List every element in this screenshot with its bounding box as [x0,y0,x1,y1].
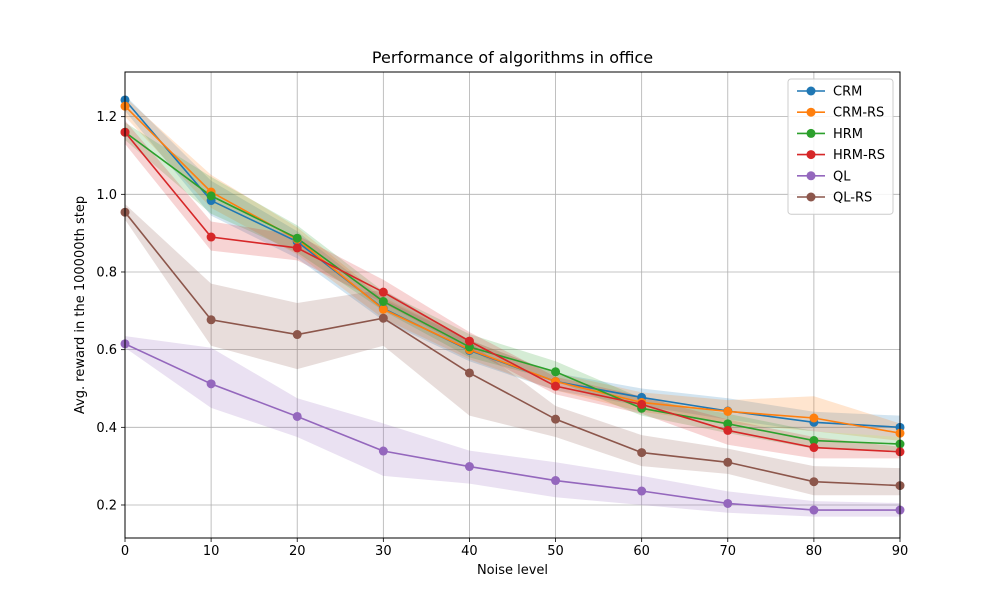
point-hrm-rs [809,443,819,453]
legend-label: CRM-RS [833,106,884,121]
x-tick-label: 40 [461,544,478,559]
legend-marker [806,128,816,138]
point-crm-rs [809,413,819,423]
x-tick-label: 0 [121,544,129,559]
confidence-bands [125,95,900,517]
point-hrm [206,191,216,201]
point-ql-rs [378,313,388,323]
y-tick-label: 0.8 [96,265,117,280]
point-ql [551,476,561,486]
legend-label: CRM [833,85,862,100]
point-hrm-rs [551,381,561,391]
legend-label: HRM-RS [833,148,885,163]
point-hrm-rs [637,399,647,409]
legend-marker [806,86,816,96]
band-crm-rs [125,97,900,441]
axes-frame [124,71,901,539]
x-tick-label: 70 [720,544,737,559]
line-ql-rs [124,211,901,487]
legend: CRM CRM-RS HRM HRM-RS QL QL-RS [787,78,894,215]
y-tick-label: 1.0 [96,188,117,203]
point-ql-rs [206,315,216,325]
x-tick-label: 10 [203,544,220,559]
line-ql [124,343,900,511]
point-ql-rs [292,330,302,340]
x-tick-label: 20 [289,544,306,559]
point-hrm-rs [464,336,474,346]
legend-marker [806,171,816,181]
x-tick-label: 50 [547,544,564,559]
x-tick-label: 60 [633,544,650,559]
y-axis-ticks: 0.2 0.4 0.6 0.8 1.0 1.2 [96,110,125,513]
point-ql [637,486,647,496]
line-hrm-rs [124,131,901,453]
point-ql [809,505,819,515]
legend-label: QL-RS [833,191,872,206]
point-ql [723,498,733,508]
point-ql [206,379,216,389]
point-hrm [809,436,819,446]
legend-label: HRM [833,127,863,142]
x-tick-label: 80 [806,544,823,559]
point-ql [292,411,302,421]
point-ql [464,462,474,472]
y-tick-label: 0.2 [96,498,117,513]
point-hrm-rs [206,232,216,242]
point-hrm [551,367,561,377]
point-ql-rs [723,457,733,467]
point-ql [378,446,388,456]
legend-label: QL [833,169,851,184]
point-hrm-rs [292,243,302,253]
y-tick-label: 1.2 [96,110,117,125]
point-ql-rs [809,477,819,487]
series-markers [120,95,905,515]
x-axis-ticks: 0 10 20 30 40 50 60 70 80 90 [121,538,908,559]
point-hrm-rs [378,287,388,297]
line-hrm [124,131,901,445]
x-axis-label: Noise level [477,563,548,578]
point-hrm [723,419,733,429]
point-hrm [378,297,388,307]
x-tick-label: 30 [375,544,392,559]
point-hrm [292,233,302,243]
x-tick-label: 90 [892,544,909,559]
band-crm [125,95,900,438]
point-hrm-rs [723,425,733,435]
point-ql-rs [464,368,474,378]
legend-marker [806,192,816,202]
y-tick-label: 0.4 [96,421,117,436]
point-ql-rs [551,414,561,424]
legend-marker [806,150,816,160]
point-ql-rs [637,448,647,458]
line-crm-rs [124,105,901,434]
y-tick-label: 0.6 [96,343,117,358]
point-crm-rs [378,304,388,314]
y-axis-label: Avg. reward in the 100000th step [73,196,88,414]
legend-marker [806,107,816,117]
point-crm-rs [723,406,733,416]
band-ql [125,336,900,517]
chart-title: Performance of algorithms in office [372,48,653,67]
series-lines [124,99,901,511]
band-ql-rs [125,204,900,496]
